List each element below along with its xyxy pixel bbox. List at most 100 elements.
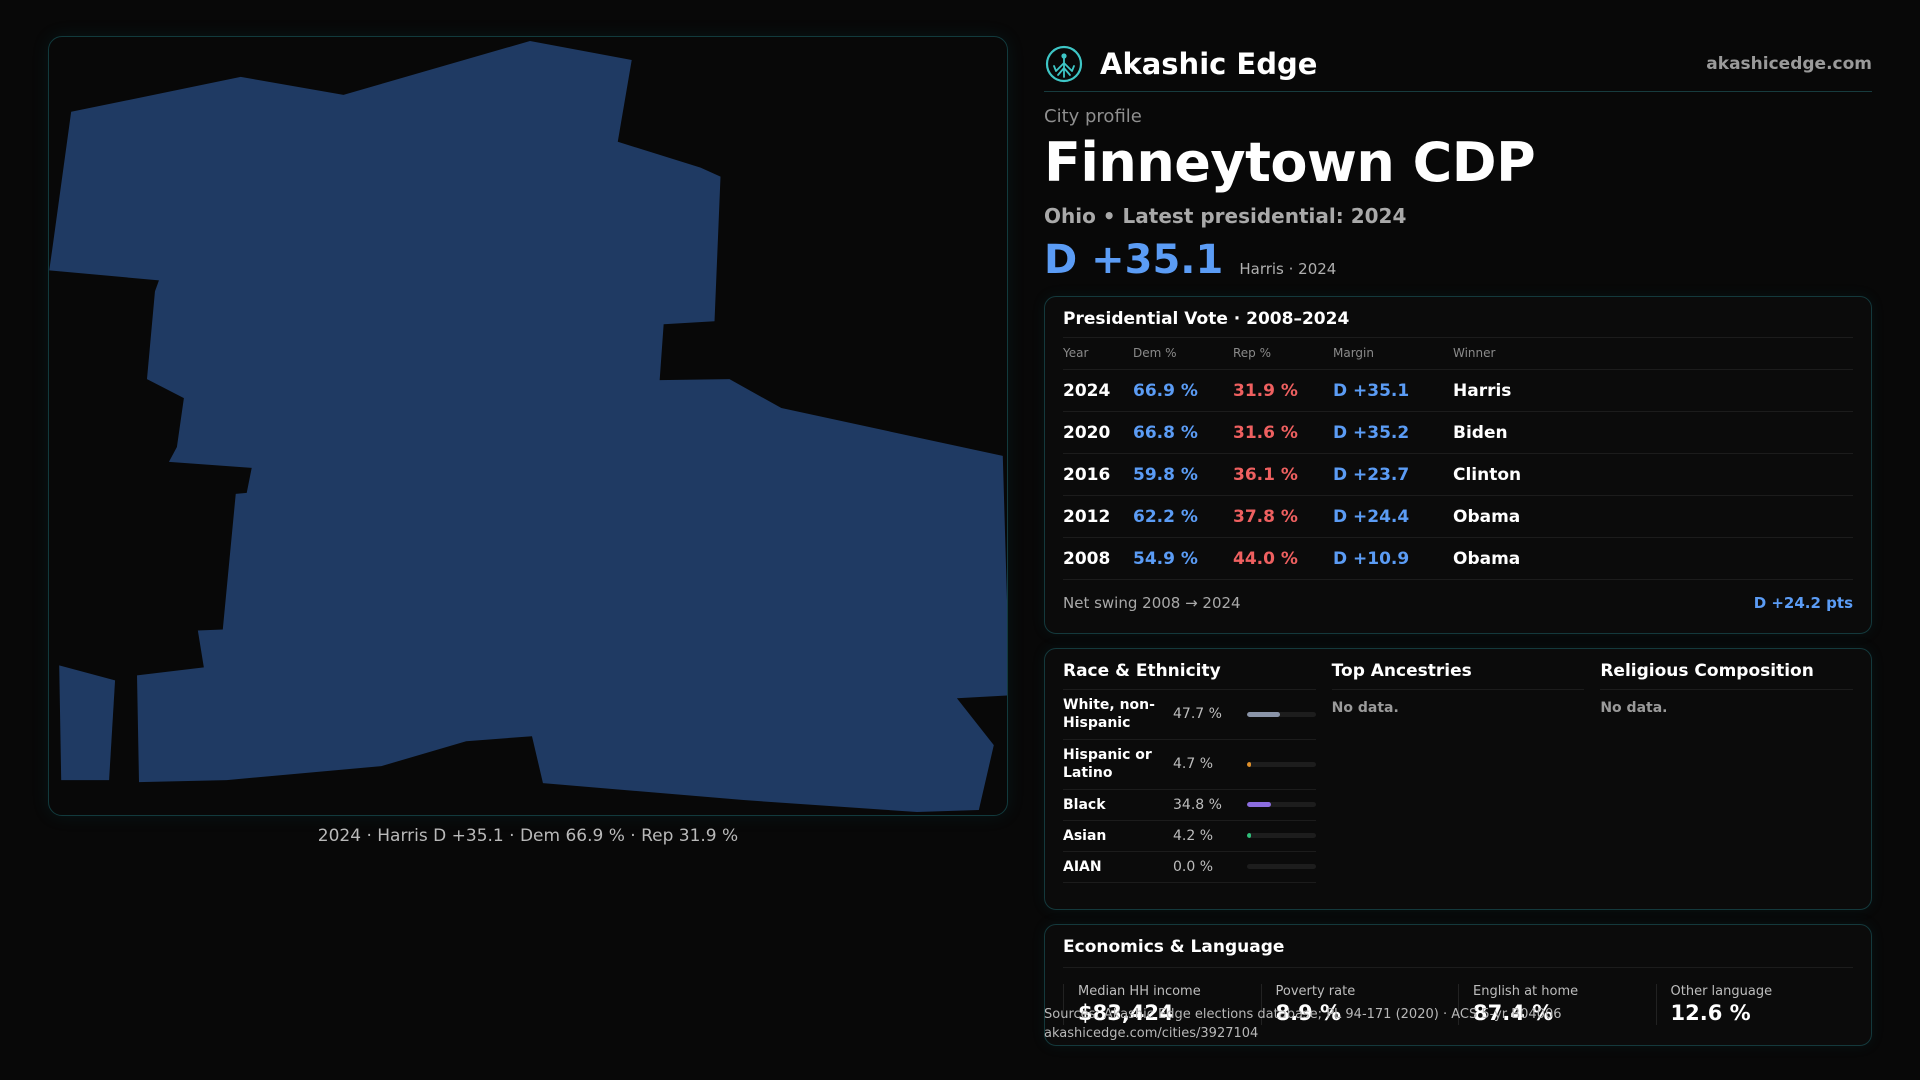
- race-bar-fill: [1247, 711, 1280, 717]
- sources-text: Sources: Akashic Edge elections database…: [1044, 1007, 1562, 1022]
- sources-footer: Sources: Akashic Edge elections database…: [1044, 1006, 1562, 1044]
- race-row: Hispanic or Latino 4.7 %: [1063, 740, 1316, 790]
- empty-state: No data.: [1331, 699, 1399, 716]
- race-label: Black: [1063, 796, 1106, 813]
- race-percent: 4.2 %: [1173, 827, 1214, 844]
- margin-cell: D +35.2: [1333, 411, 1453, 455]
- rep-cell: 36.1 %: [1233, 453, 1333, 497]
- race-bar-track: [1247, 802, 1316, 808]
- race-percent: 0.0 %: [1173, 858, 1214, 875]
- race-bar-fill: [1247, 802, 1271, 808]
- margin-cell: D +23.7: [1333, 453, 1453, 497]
- dem-cell: 59.8 %: [1133, 453, 1233, 497]
- race-percent: 34.8 %: [1173, 796, 1222, 813]
- rep-cell: 31.9 %: [1233, 369, 1333, 413]
- winner-cell: Obama: [1453, 495, 1853, 539]
- card-title: Presidential Vote · 2008–2024: [1063, 309, 1853, 338]
- source-url-link[interactable]: akashicedge.com/cities/3927104: [1044, 1025, 1259, 1041]
- race-bar-track: [1247, 864, 1316, 870]
- race-bar-track: [1247, 761, 1316, 767]
- race-row: AIAN 0.0 %: [1063, 852, 1316, 883]
- demographics-card: Race & Ethnicity White, non-Hispanic 47.7…: [1044, 647, 1872, 910]
- margin-cell: D +10.9: [1333, 537, 1453, 581]
- stat-label: Other language: [1670, 983, 1773, 999]
- rep-cell: 37.8 %: [1233, 495, 1333, 539]
- dem-cell: 66.9 %: [1133, 369, 1233, 413]
- economics-card: Economics & Language Median HH income $8…: [1044, 923, 1872, 1046]
- race-label: AIAN: [1063, 858, 1102, 875]
- stat-label: Poverty rate: [1275, 983, 1356, 999]
- stat-label: Median HH income: [1078, 983, 1201, 999]
- net-swing-row: Net swing 2008 → 2024 D +24.2 pts: [1063, 590, 1853, 612]
- margin-cell: D +35.1: [1333, 369, 1453, 413]
- column-header-winner: Winner: [1453, 337, 1853, 371]
- econ-stat: Median HH income $83,424: [1063, 983, 1261, 1025]
- religion-section: Religious Composition No data.: [1600, 661, 1854, 897]
- city-boundary-shape[interactable]: [49, 40, 1007, 813]
- dem-cell: 66.8 %: [1133, 411, 1233, 455]
- net-swing-value: D +24.2 pts: [1753, 594, 1853, 613]
- dem-cell: 54.9 %: [1133, 537, 1233, 581]
- headline-note: Harris · 2024: [1239, 259, 1337, 278]
- headline-margin: D +35.1: [1044, 236, 1224, 283]
- margin-cell: D +24.4: [1333, 495, 1453, 539]
- race-bar-fill: [1247, 833, 1251, 839]
- map-panel[interactable]: [48, 36, 1008, 816]
- race-label: Hispanic or Latino: [1063, 747, 1152, 782]
- empty-state: No data.: [1600, 699, 1668, 716]
- tree-of-life-icon[interactable]: [1044, 44, 1084, 84]
- column-header-rep: Rep %: [1233, 337, 1333, 371]
- race-percent: 4.7 %: [1173, 756, 1214, 773]
- rep-cell: 31.6 %: [1233, 411, 1333, 455]
- site-link[interactable]: akashicedge.com: [1706, 53, 1872, 74]
- dem-cell: 62.2 %: [1133, 495, 1233, 539]
- table-row: 2024 66.9 % 31.9 % D +35.1 Harris: [1063, 369, 1853, 413]
- winner-cell: Harris: [1453, 369, 1853, 413]
- winner-cell: Biden: [1453, 411, 1853, 455]
- net-swing-label: Net swing 2008 → 2024: [1063, 594, 1241, 613]
- city-boundary-map[interactable]: [49, 37, 1007, 815]
- race-row: White, non-Hispanic 47.7 %: [1063, 690, 1316, 740]
- table-row: 2016 59.8 % 36.1 % D +23.7 Clinton: [1063, 453, 1853, 497]
- column-header-dem: Dem %: [1133, 337, 1233, 371]
- city-boundary-fragment[interactable]: [59, 665, 116, 781]
- presidential-vote-card: Presidential Vote · 2008–2024 Year Dem %…: [1044, 295, 1872, 634]
- section-title: Race & Ethnicity: [1063, 661, 1316, 690]
- race-label: Asian: [1063, 827, 1107, 844]
- econ-stat: Poverty rate 8.9 %: [1260, 983, 1459, 1025]
- stat-value: $83,424: [1078, 1000, 1174, 1025]
- headline-result: D +35.1 Harris · 2024: [1044, 236, 1872, 280]
- section-title: Religious Composition: [1600, 661, 1854, 690]
- race-bar-track: [1247, 711, 1316, 717]
- table-row: 2020 66.8 % 31.6 % D +35.2 Biden: [1063, 411, 1853, 455]
- winner-cell: Obama: [1453, 537, 1853, 581]
- race-list: White, non-Hispanic 47.7 % Hispanic or Lat…: [1063, 690, 1316, 883]
- stat-value: 8.9 %: [1275, 1000, 1342, 1025]
- map-caption: 2024 · Harris D +35.1 · Dem 66.9 % · Rep…: [317, 826, 739, 846]
- economics-grid: Median HH income $83,424 Poverty rate 8.…: [1063, 983, 1854, 1025]
- race-percent: 47.7 %: [1173, 706, 1222, 723]
- vote-table: Year Dem % Rep % Margin Winner 2024 66.9…: [1063, 337, 1853, 581]
- page-title: Finneytown CDP: [1044, 131, 1536, 194]
- year-cell: 2024: [1063, 369, 1133, 413]
- race-ethnicity-section: Race & Ethnicity White, non-Hispanic 47.7…: [1063, 661, 1316, 897]
- race-row: Black 34.8 %: [1063, 790, 1316, 821]
- brand-name[interactable]: Akashic Edge: [1100, 46, 1318, 81]
- column-header-year: Year: [1063, 337, 1133, 371]
- race-label: White, non-Hispanic: [1063, 697, 1155, 732]
- econ-stat: Other language 12.6 %: [1655, 983, 1854, 1025]
- section-title: Top Ancestries: [1331, 661, 1585, 690]
- section-title: Economics & Language: [1063, 937, 1853, 968]
- brand-header: Akashic Edge akashicedge.com: [1044, 36, 1872, 92]
- column-header-margin: Margin: [1333, 337, 1453, 371]
- year-cell: 2012: [1063, 495, 1133, 539]
- year-cell: 2020: [1063, 411, 1133, 455]
- stat-label: English at home: [1473, 983, 1579, 999]
- econ-stat: English at home 87.4 %: [1458, 983, 1656, 1025]
- race-row: Asian 4.2 %: [1063, 821, 1316, 852]
- table-header-row: Year Dem % Rep % Margin Winner: [1063, 337, 1853, 371]
- page-subtitle: Ohio • Latest presidential: 2024: [1044, 203, 1407, 228]
- rep-cell: 44.0 %: [1233, 537, 1333, 581]
- winner-cell: Clinton: [1453, 453, 1853, 497]
- profile-column: Akashic Edge akashicedge.com City profil…: [1044, 36, 1872, 1046]
